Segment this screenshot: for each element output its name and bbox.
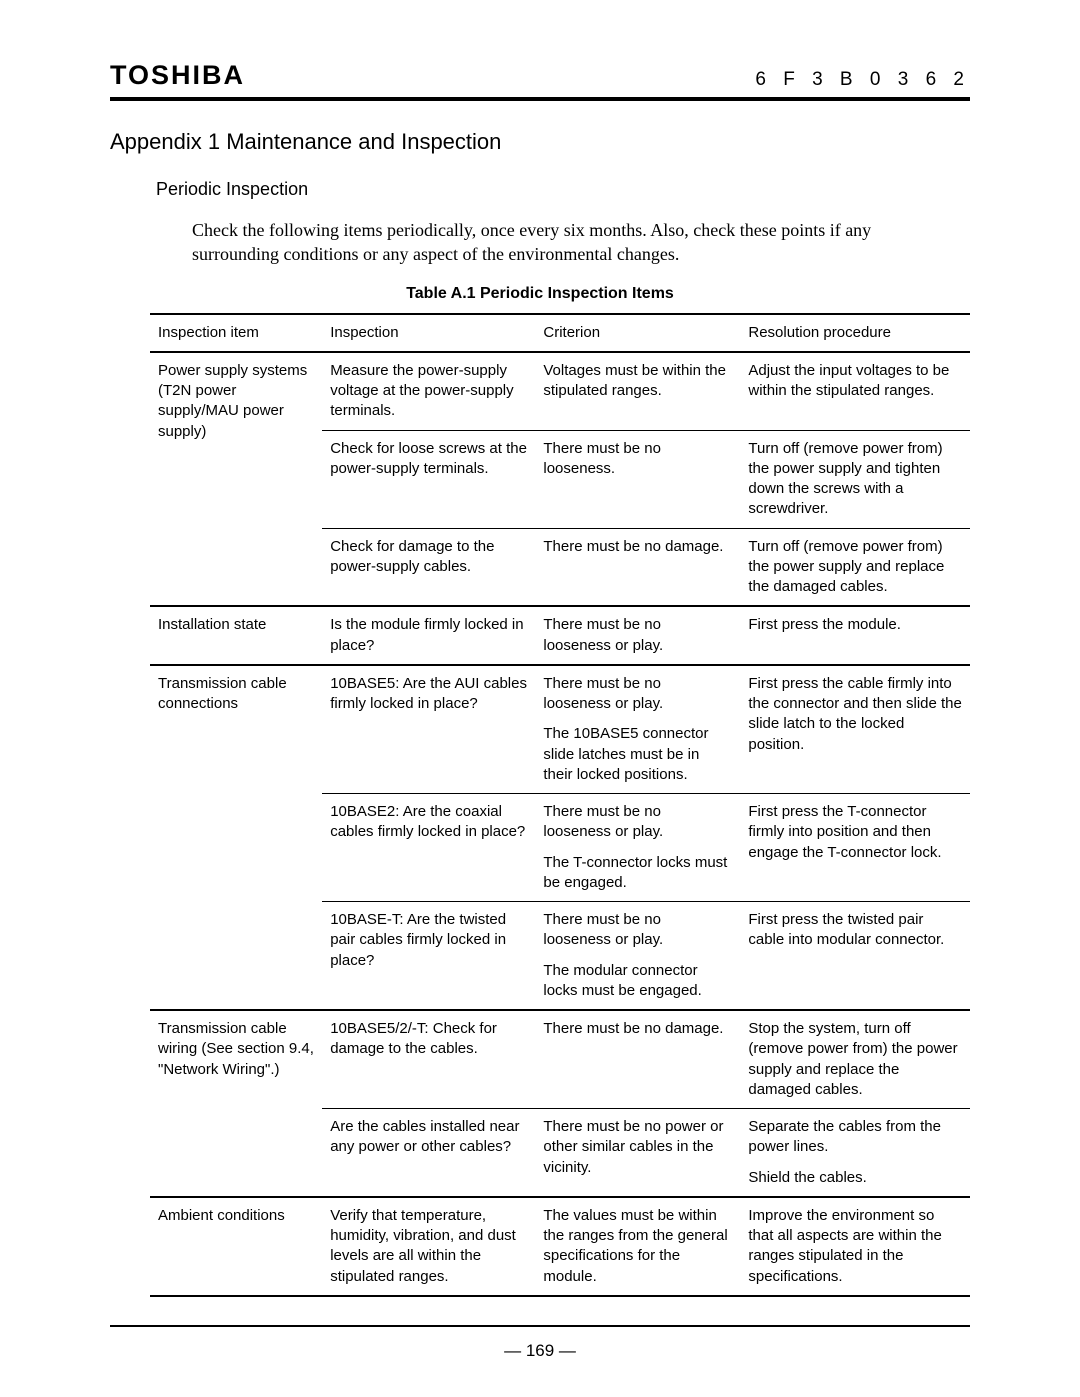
cell-inspection: Check for damage to the power-supply cab… xyxy=(322,528,535,606)
page-number: — 169 — xyxy=(0,1341,1080,1361)
cell-criterion: There must be no looseness or play. The … xyxy=(535,665,740,794)
brand-logo: TOSHIBA xyxy=(110,60,245,91)
cell-resolution: Improve the environment so that all aspe… xyxy=(740,1197,970,1296)
table-row: Power supply systems (T2N power supply/M… xyxy=(150,352,970,430)
cell-resolution: Turn off (remove power from) the power s… xyxy=(740,528,970,606)
document-code: 6 F 3 B 0 3 6 2 xyxy=(755,69,970,91)
table-caption: Table A.1 Periodic Inspection Items xyxy=(110,285,970,303)
cell-inspection: Measure the power-supply voltage at the … xyxy=(322,352,535,430)
cell-criterion: There must be no damage. xyxy=(535,528,740,606)
table-row: Transmission cable wiring (See section 9… xyxy=(150,1010,970,1109)
table-header-row: Inspection item Inspection Criterion Res… xyxy=(150,314,970,352)
table-row: Installation state Is the module firmly … xyxy=(150,606,970,665)
footer-rule xyxy=(110,1325,970,1327)
inspection-table: Inspection item Inspection Criterion Res… xyxy=(150,313,970,1297)
criterion-line: There must be no looseness or play. xyxy=(543,675,663,712)
cell-item: Transmission cable wiring (See section 9… xyxy=(150,1010,322,1197)
cell-inspection: 10BASE5: Are the AUI cables firmly locke… xyxy=(322,665,535,794)
table-row: Transmission cable connections 10BASE5: … xyxy=(150,665,970,794)
col-header: Inspection xyxy=(322,314,535,352)
cell-criterion: The values must be within the ranges fro… xyxy=(535,1197,740,1296)
cell-inspection: Verify that temperature, humidity, vibra… xyxy=(322,1197,535,1296)
cell-criterion: There must be no looseness. xyxy=(535,430,740,528)
criterion-line: There must be no looseness or play. xyxy=(543,911,663,948)
cell-resolution: Stop the system, turn off (remove power … xyxy=(740,1010,970,1109)
cell-inspection: Are the cables installed near any power … xyxy=(322,1109,535,1197)
cell-resolution: First press the cable firmly into the co… xyxy=(740,665,970,794)
cell-resolution: First press the twisted pair cable into … xyxy=(740,902,970,1011)
cell-inspection: Is the module firmly locked in place? xyxy=(322,606,535,665)
resolution-line: Separate the cables from the power lines… xyxy=(748,1118,941,1155)
criterion-line: The modular connector locks must be enga… xyxy=(543,961,732,1002)
cell-criterion: There must be no damage. xyxy=(535,1010,740,1109)
page-header: TOSHIBA 6 F 3 B 0 3 6 2 xyxy=(110,60,970,101)
resolution-line: Shield the cables. xyxy=(748,1168,962,1188)
cell-resolution: First press the T-connector firmly into … xyxy=(740,794,970,902)
cell-criterion: Voltages must be within the stipulated r… xyxy=(535,352,740,430)
cell-criterion: There must be no power or other similar … xyxy=(535,1109,740,1197)
cell-resolution: Adjust the input voltages to be within t… xyxy=(740,352,970,430)
cell-item: Ambient conditions xyxy=(150,1197,322,1296)
cell-criterion: There must be no looseness or play. The … xyxy=(535,794,740,902)
cell-inspection: 10BASE-T: Are the twisted pair cables fi… xyxy=(322,902,535,1011)
table-row: Ambient conditions Verify that temperatu… xyxy=(150,1197,970,1296)
cell-resolution: Turn off (remove power from) the power s… xyxy=(740,430,970,528)
cell-inspection: Check for loose screws at the power-supp… xyxy=(322,430,535,528)
cell-inspection: 10BASE5/2/-T: Check for damage to the ca… xyxy=(322,1010,535,1109)
intro-paragraph: Check the following items periodically, … xyxy=(192,218,960,267)
criterion-line: There must be no looseness or play. xyxy=(543,803,663,840)
criterion-line: The T-connector locks must be engaged. xyxy=(543,853,732,894)
col-header: Resolution procedure xyxy=(740,314,970,352)
cell-inspection: 10BASE2: Are the coaxial cables firmly l… xyxy=(322,794,535,902)
cell-resolution: Separate the cables from the power lines… xyxy=(740,1109,970,1197)
cell-criterion: There must be no looseness or play. xyxy=(535,606,740,665)
cell-criterion: There must be no looseness or play. The … xyxy=(535,902,740,1011)
col-header: Criterion xyxy=(535,314,740,352)
col-header: Inspection item xyxy=(150,314,322,352)
cell-item: Transmission cable connections xyxy=(150,665,322,1010)
cell-item: Installation state xyxy=(150,606,322,665)
section-title: Periodic Inspection xyxy=(156,179,970,200)
appendix-title: Appendix 1 Maintenance and Inspection xyxy=(110,129,970,155)
cell-resolution: First press the module. xyxy=(740,606,970,665)
cell-item: Power supply systems (T2N power supply/M… xyxy=(150,352,322,607)
criterion-line: The 10BASE5 connector slide latches must… xyxy=(543,724,732,785)
